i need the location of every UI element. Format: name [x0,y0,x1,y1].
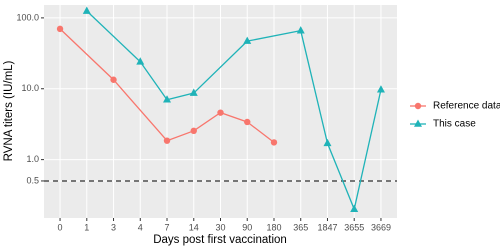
x-tick-label: 3669 [371,222,391,232]
marker [136,57,145,65]
x-tick-label: 3 [111,222,116,232]
marker [296,26,305,34]
y-tick-label: 1.0 [26,154,39,164]
x-tick-label: 0 [58,222,63,232]
legend-label: Reference data [433,101,500,112]
legend-label: This case [433,119,476,130]
marker [243,36,252,44]
marker [110,76,117,83]
x-tick-label: 90 [242,222,252,232]
x-tick-label: 1847 [317,222,337,232]
marker [323,138,332,147]
marker [56,25,64,33]
marker [217,109,224,116]
x-tick-label: 14 [189,222,199,232]
marker [189,88,198,96]
marker [163,137,171,144]
marker [190,127,197,135]
x-tick-label: 4 [138,222,143,232]
x-tick-label: 3655 [344,222,364,232]
y-tick-label: 10.0 [21,83,39,93]
marker [270,139,278,146]
x-tick-label: 1 [84,222,89,232]
y-axis-title: RVNA titers (IU/mL) [3,60,15,161]
marker [414,102,422,110]
x-tick-label: 365 [293,222,308,232]
marker [376,85,385,93]
y-tick-label: 0.5 [26,175,39,185]
marker [82,6,91,14]
x-tick-label: 30 [215,222,225,232]
marker [244,118,251,126]
x-tick-label: 7 [165,222,170,232]
x-axis-title: Days post first vaccination [153,234,287,246]
marker [414,119,422,127]
marker [350,204,359,212]
x-tick-label: 180 [266,222,281,232]
y-tick-label: 100.0 [16,12,39,22]
marker [163,95,172,103]
